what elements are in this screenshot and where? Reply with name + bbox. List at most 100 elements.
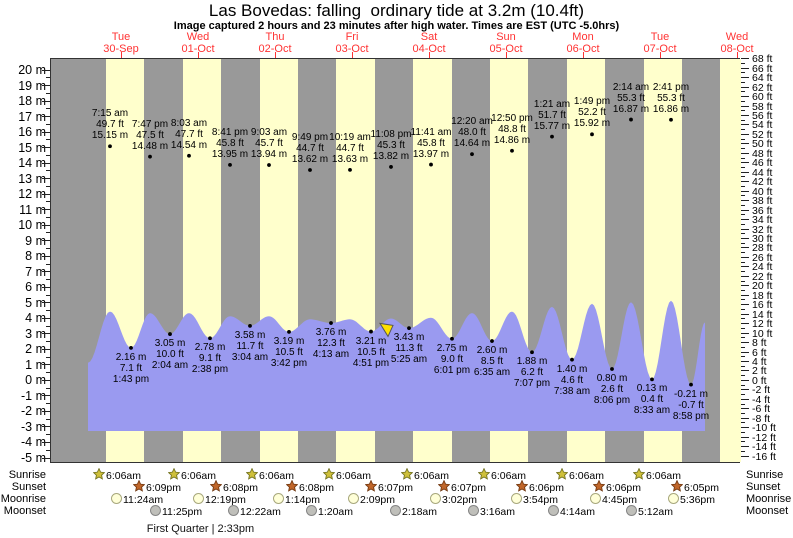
moonrise-icon xyxy=(430,492,441,507)
axis-tick xyxy=(741,167,745,169)
moonrise-entry: 11:24am xyxy=(111,492,163,506)
axis-tick xyxy=(741,299,745,301)
tide-point-dot xyxy=(450,336,454,341)
moonset-icon xyxy=(150,504,161,519)
axis-tick xyxy=(42,271,50,273)
day-label: Tue 30-Sep xyxy=(103,31,139,55)
astro-row-label-sunrise: Sunrise xyxy=(8,469,46,481)
axis-tick xyxy=(42,240,50,242)
y-axis-label-m: 9 m xyxy=(25,233,46,248)
y-axis-label-ft: 26 ft xyxy=(752,251,773,264)
sunrise-entry: 6:06am xyxy=(322,467,371,482)
sunrise-time: 6:06am xyxy=(181,469,217,482)
axis-tick xyxy=(46,92,50,94)
axis-tick xyxy=(46,123,50,125)
moonset-entry: 12:22am xyxy=(228,504,281,518)
moonrise-time: 3:02pm xyxy=(442,493,478,506)
low-tide-annotation: 0.80 m 2.6 ft 8:06 pm xyxy=(593,372,631,406)
axis-tick xyxy=(42,317,50,319)
axis-tick xyxy=(741,237,749,239)
axis-tick xyxy=(42,193,50,195)
moonrise-entry: 3:02pm xyxy=(430,492,478,507)
axis-tick xyxy=(741,86,749,88)
y-axis-label-ft: 22 ft xyxy=(752,270,773,283)
y-axis-label-m: 17 m xyxy=(18,109,46,124)
sunset-entry: 6:06pm xyxy=(592,479,641,494)
tide-point-dot xyxy=(530,350,534,355)
sunset-entry: 6:08pm xyxy=(209,479,259,494)
y-axis-label-ft: 56 ft xyxy=(752,109,773,122)
moonset-time: 5:12am xyxy=(638,505,674,518)
axis-tick xyxy=(741,427,749,429)
axis-tick xyxy=(741,356,745,358)
axis-tick xyxy=(741,431,745,433)
axis-tick xyxy=(741,77,749,79)
axis-tick xyxy=(741,124,749,126)
moonrise-icon xyxy=(590,492,601,507)
moonset-icon xyxy=(626,504,637,519)
y-axis-label-ft: 42 ft xyxy=(752,176,773,189)
axis-tick xyxy=(741,233,745,235)
tide-point-dot xyxy=(329,321,333,325)
sunset-star-icon xyxy=(437,479,451,495)
y-axis-label-m: 0 m xyxy=(25,373,46,388)
axis-tick xyxy=(741,247,749,249)
y-axis-label-m: 13 m xyxy=(18,171,46,186)
sunrise-entry: 6:06am xyxy=(167,467,217,482)
y-axis-label-m: 12 m xyxy=(18,187,46,202)
axis-tick xyxy=(741,275,749,277)
sunset-entry: 6:08pm xyxy=(285,479,334,494)
sunrise-entry: 6:06am xyxy=(632,467,681,482)
y-axis-label-m: -2 m xyxy=(21,404,46,419)
high-tide-annotation: 11:41 am 45.8 ft 13.97 m xyxy=(410,126,452,160)
sunrise-entry: 6:06am xyxy=(92,467,141,482)
axis-tick xyxy=(741,119,745,121)
sunrise-entry: 6:06am xyxy=(400,467,449,482)
astro-row-label-moonrise: Moonrise xyxy=(0,493,46,505)
y-axis-label-ft: -16 ft xyxy=(752,450,776,463)
axis-tick xyxy=(46,325,50,327)
high-tide-annotation: 7:15 am 49.7 ft 15.15 m xyxy=(91,108,129,142)
sunrise-star-icon xyxy=(555,467,569,483)
moonset-entry: 4:14am xyxy=(548,504,595,518)
y-axis-label-ft: -4 ft xyxy=(752,393,771,406)
low-tide-annotation: 3.05 m 10.0 ft 2:04 am xyxy=(151,338,189,372)
axis-tick xyxy=(741,81,745,83)
axis-tick xyxy=(46,170,50,172)
moonset-entry: 5:12am xyxy=(626,504,674,519)
day-tick xyxy=(121,52,122,58)
axis-tick xyxy=(741,190,749,192)
axis-tick xyxy=(741,455,749,457)
y-axis-label-ft: 0 ft xyxy=(752,374,767,387)
axis-tick xyxy=(42,348,50,350)
y-axis-label-m: 14 m xyxy=(18,156,46,171)
low-tide-annotation: 2.60 m 8.5 ft 6:35 am xyxy=(473,345,511,379)
axis-tick xyxy=(741,143,749,145)
high-tide-annotation: 8:03 am 47.7 ft 14.54 m xyxy=(170,117,208,151)
chart-title: Las Bovedas: falling ordinary tide at 3.… xyxy=(208,1,585,20)
astro-row-label-moonset: Moonset xyxy=(3,505,46,517)
axis-tick xyxy=(42,457,50,459)
axis-tick xyxy=(741,105,749,107)
low-tide-annotation: 2.78 m 9.1 ft 2:38 pm xyxy=(191,342,229,376)
y-axis-label-ft: -6 ft xyxy=(752,403,771,416)
y-axis-label-ft: 46 ft xyxy=(752,157,773,170)
moonset-icon xyxy=(390,504,401,519)
low-tide-annotation: 3.21 m 10.5 ft 4:51 pm xyxy=(352,335,390,369)
axis-tick xyxy=(46,279,50,281)
sunset-entry: 6:07pm xyxy=(364,479,413,494)
axis-tick xyxy=(741,62,745,64)
y-axis-label-m: 1 m xyxy=(25,357,46,372)
sunset-time: 6:08pm xyxy=(223,481,259,494)
day-label: Wed 01-Oct xyxy=(181,31,215,55)
y-axis-label-m: 3 m xyxy=(25,326,46,341)
low-tide-annotation: 1.40 m 4.6 ft 7:38 am xyxy=(553,363,591,397)
sunset-star-icon xyxy=(132,479,146,495)
moonset-entry: 1:20am xyxy=(306,504,353,518)
y-axis-label-m: -3 m xyxy=(21,419,46,434)
axis-tick xyxy=(741,365,745,367)
moonrise-icon xyxy=(273,492,284,507)
sunset-entry: 6:07pm xyxy=(437,479,486,495)
axis-tick xyxy=(42,116,50,118)
sunset-time: 6:06pm xyxy=(529,481,565,494)
